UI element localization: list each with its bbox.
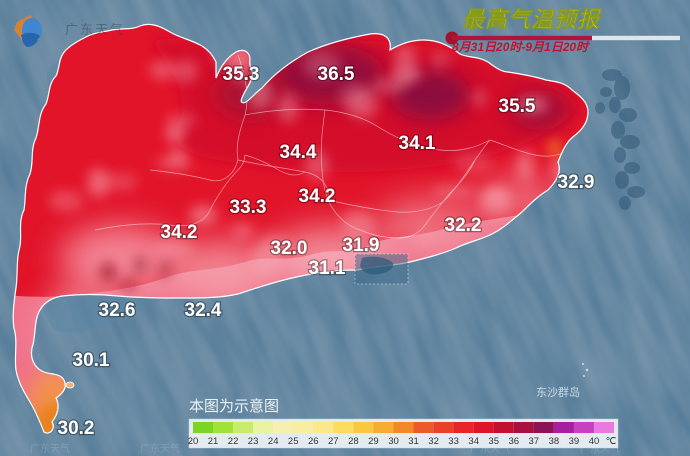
svg-text:东沙群岛: 东沙群岛 [536,385,580,399]
svg-text:32.6: 32.6 [99,300,136,321]
svg-text:30.2: 30.2 [58,418,95,439]
svg-text:35.3: 35.3 [223,64,260,85]
svg-text:34.2: 34.2 [299,186,336,207]
svg-text:℃: ℃ [606,436,617,447]
svg-text:33.3: 33.3 [230,197,267,218]
svg-text:32.4: 32.4 [185,300,222,321]
svg-text:25: 25 [288,436,299,447]
svg-text:23: 23 [248,436,259,447]
svg-text:27: 27 [328,436,339,447]
svg-text:32.2: 32.2 [445,215,482,236]
svg-text:37: 37 [529,436,540,447]
svg-text:34.4: 34.4 [280,142,317,163]
svg-text:32.0: 32.0 [271,238,308,259]
svg-text:28: 28 [348,436,359,447]
svg-text:广东天气: 广东天气 [30,442,70,455]
svg-text:32: 32 [428,436,439,447]
svg-text:广东天气: 广东天气 [140,442,180,455]
svg-text:最高气温预报: 最高气温预报 [462,7,602,32]
svg-text:36.5: 36.5 [318,64,355,85]
svg-text:31: 31 [408,436,419,447]
svg-text:32.9: 32.9 [558,172,595,193]
svg-text:24: 24 [268,436,279,447]
svg-text:20: 20 [188,436,199,447]
svg-text:34.1: 34.1 [399,133,436,154]
svg-text:36: 36 [509,436,520,447]
svg-text:35.5: 35.5 [499,96,536,117]
svg-text:30.1: 30.1 [73,350,110,371]
svg-text:30: 30 [388,436,399,447]
svg-text:40: 40 [589,436,600,447]
svg-text:31.1: 31.1 [309,258,346,279]
svg-text:31.9: 31.9 [343,235,380,256]
svg-text:广东天气: 广东天气 [65,22,125,37]
svg-text:34: 34 [468,436,479,447]
svg-text:本图为示意图: 本图为示意图 [189,397,279,415]
svg-text:38: 38 [549,436,560,447]
svg-text:33: 33 [448,436,459,447]
svg-text:29: 29 [368,436,379,447]
svg-text:35: 35 [488,436,499,447]
svg-text:34.2: 34.2 [161,222,198,243]
svg-text:8月31日20时-9月1日20时: 8月31日20时-9月1日20时 [452,40,590,54]
svg-text:22: 22 [228,436,239,447]
svg-text:39: 39 [569,436,580,447]
svg-text:26: 26 [308,436,319,447]
svg-text:21: 21 [208,436,219,447]
